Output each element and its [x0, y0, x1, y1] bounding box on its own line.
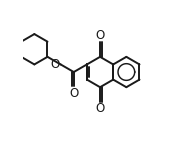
- Text: O: O: [69, 87, 78, 100]
- Text: O: O: [51, 58, 60, 71]
- Text: O: O: [95, 29, 105, 42]
- Text: O: O: [95, 102, 105, 115]
